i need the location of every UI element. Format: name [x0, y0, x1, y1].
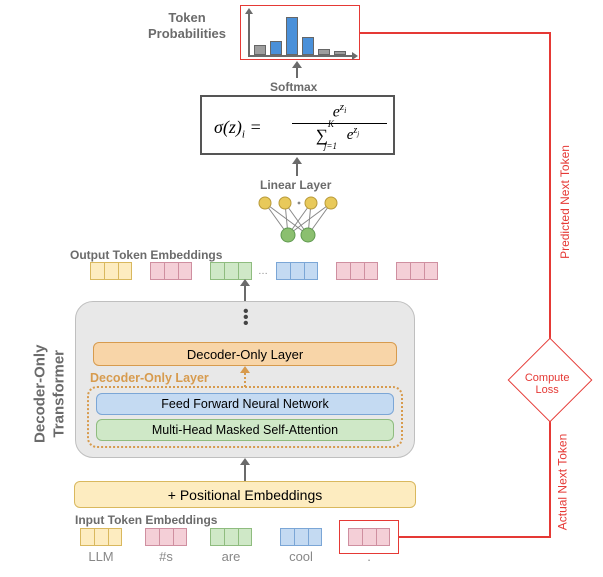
attention-block: Multi-Head Masked Self-Attention: [96, 419, 394, 441]
token-embedding-group: [145, 528, 187, 546]
softmax-denom: ∑Kj=1 ezj: [292, 124, 387, 150]
input-token-label: are: [209, 549, 253, 564]
token-prob-title-line1: Token: [148, 10, 226, 26]
chart-bar: [334, 51, 346, 55]
softmax-sum-hi: K: [328, 119, 334, 129]
actual-next-token-label: Actual Next Token: [556, 425, 570, 540]
token-embedding-group: [280, 528, 322, 546]
decoder-layer-block: Decoder-Only Layer: [93, 342, 397, 366]
arrow-head-tx-to-output: [240, 279, 250, 286]
token-embedding-group: [396, 262, 438, 280]
token-embedding-group: [80, 528, 122, 546]
compute-loss-text: Compute Loss: [512, 372, 582, 396]
red-line-right-upper: [549, 32, 551, 348]
output-emb-dots: …: [258, 266, 269, 277]
softmax-eq: =: [249, 117, 261, 137]
arrow-line-tx-to-output: [244, 284, 246, 301]
softmax-label: Softmax: [270, 80, 317, 94]
chart-y-axis: [248, 10, 250, 56]
chart-y-arrow: [245, 8, 253, 14]
red-line-bottom: [399, 536, 550, 538]
red-line-right-lower: [549, 411, 551, 538]
token-embedding-group: [90, 262, 132, 280]
ffn-block: Feed Forward Neural Network: [96, 393, 394, 415]
actual-next-token-outline: [339, 520, 399, 554]
token-embedding-group: [150, 262, 192, 280]
chart-bar: [318, 49, 330, 55]
input-emb-label: Input Token Embeddings: [75, 513, 217, 527]
arrow-head-linear-to-softmax: [292, 157, 302, 164]
transformer-side-line1: Decoder-Only: [31, 314, 50, 474]
arrow-head-softmax-to-chart: [292, 61, 302, 68]
arrow-line-posemb-to-tx: [244, 463, 246, 481]
softmax-sigma-sub: i: [242, 129, 245, 141]
chart-x-axis: [248, 55, 354, 57]
linear-layer-label: Linear Layer: [260, 178, 331, 192]
chart-bar: [286, 17, 298, 55]
token-embedding-group: [210, 528, 252, 546]
chart-bar: [270, 41, 282, 55]
predicted-next-token-label: Predicted Next Token: [558, 137, 572, 267]
transformer-side-line2: Transformer: [50, 314, 69, 474]
chart-x-arrow: [352, 52, 358, 60]
token-embedding-group: [210, 262, 252, 280]
pos-emb-block: + Positional Embeddings: [74, 481, 416, 508]
output-emb-label: Output Token Embeddings: [70, 248, 222, 262]
token-prob-title-line2: Probabilities: [148, 26, 226, 42]
token-embedding-group: [276, 262, 318, 280]
chart-bar: [254, 45, 266, 55]
decoder-dots: •••: [243, 308, 249, 332]
token-embedding-group: [336, 262, 378, 280]
transformer-side-label: Decoder-Only Transformer: [31, 314, 69, 474]
linear-layer-svg: [255, 193, 345, 245]
red-line-top: [360, 32, 550, 34]
input-token-label: LLM: [79, 549, 123, 564]
softmax-sigma: σ(z)i =: [214, 117, 262, 141]
softmax-denom-j: j: [357, 130, 359, 138]
softmax-numer: ezi: [292, 101, 387, 123]
input-token-label: cool: [279, 549, 323, 564]
decoder-layer-caption: Decoder-Only Layer: [90, 371, 209, 385]
input-token-label: #s: [144, 549, 188, 564]
softmax-sum-lo-eq: =1: [326, 141, 337, 151]
softmax-sigma-text: σ(z): [214, 117, 242, 137]
softmax-box: σ(z)i = ezi ∑Kj=1 ezj: [200, 95, 395, 155]
softmax-numer-i: i: [344, 106, 346, 115]
token-prob-title: Token Probabilities: [148, 10, 226, 41]
arrow-line-linear-to-softmax: [296, 162, 298, 176]
arrow-head-posemb-to-tx: [240, 458, 250, 465]
softmax-numer-e: e: [333, 103, 340, 120]
decoder-dotted-arrow-head: [240, 366, 250, 373]
compute-loss-diamond: Compute Loss: [508, 338, 593, 423]
chart-bar: [302, 37, 314, 55]
